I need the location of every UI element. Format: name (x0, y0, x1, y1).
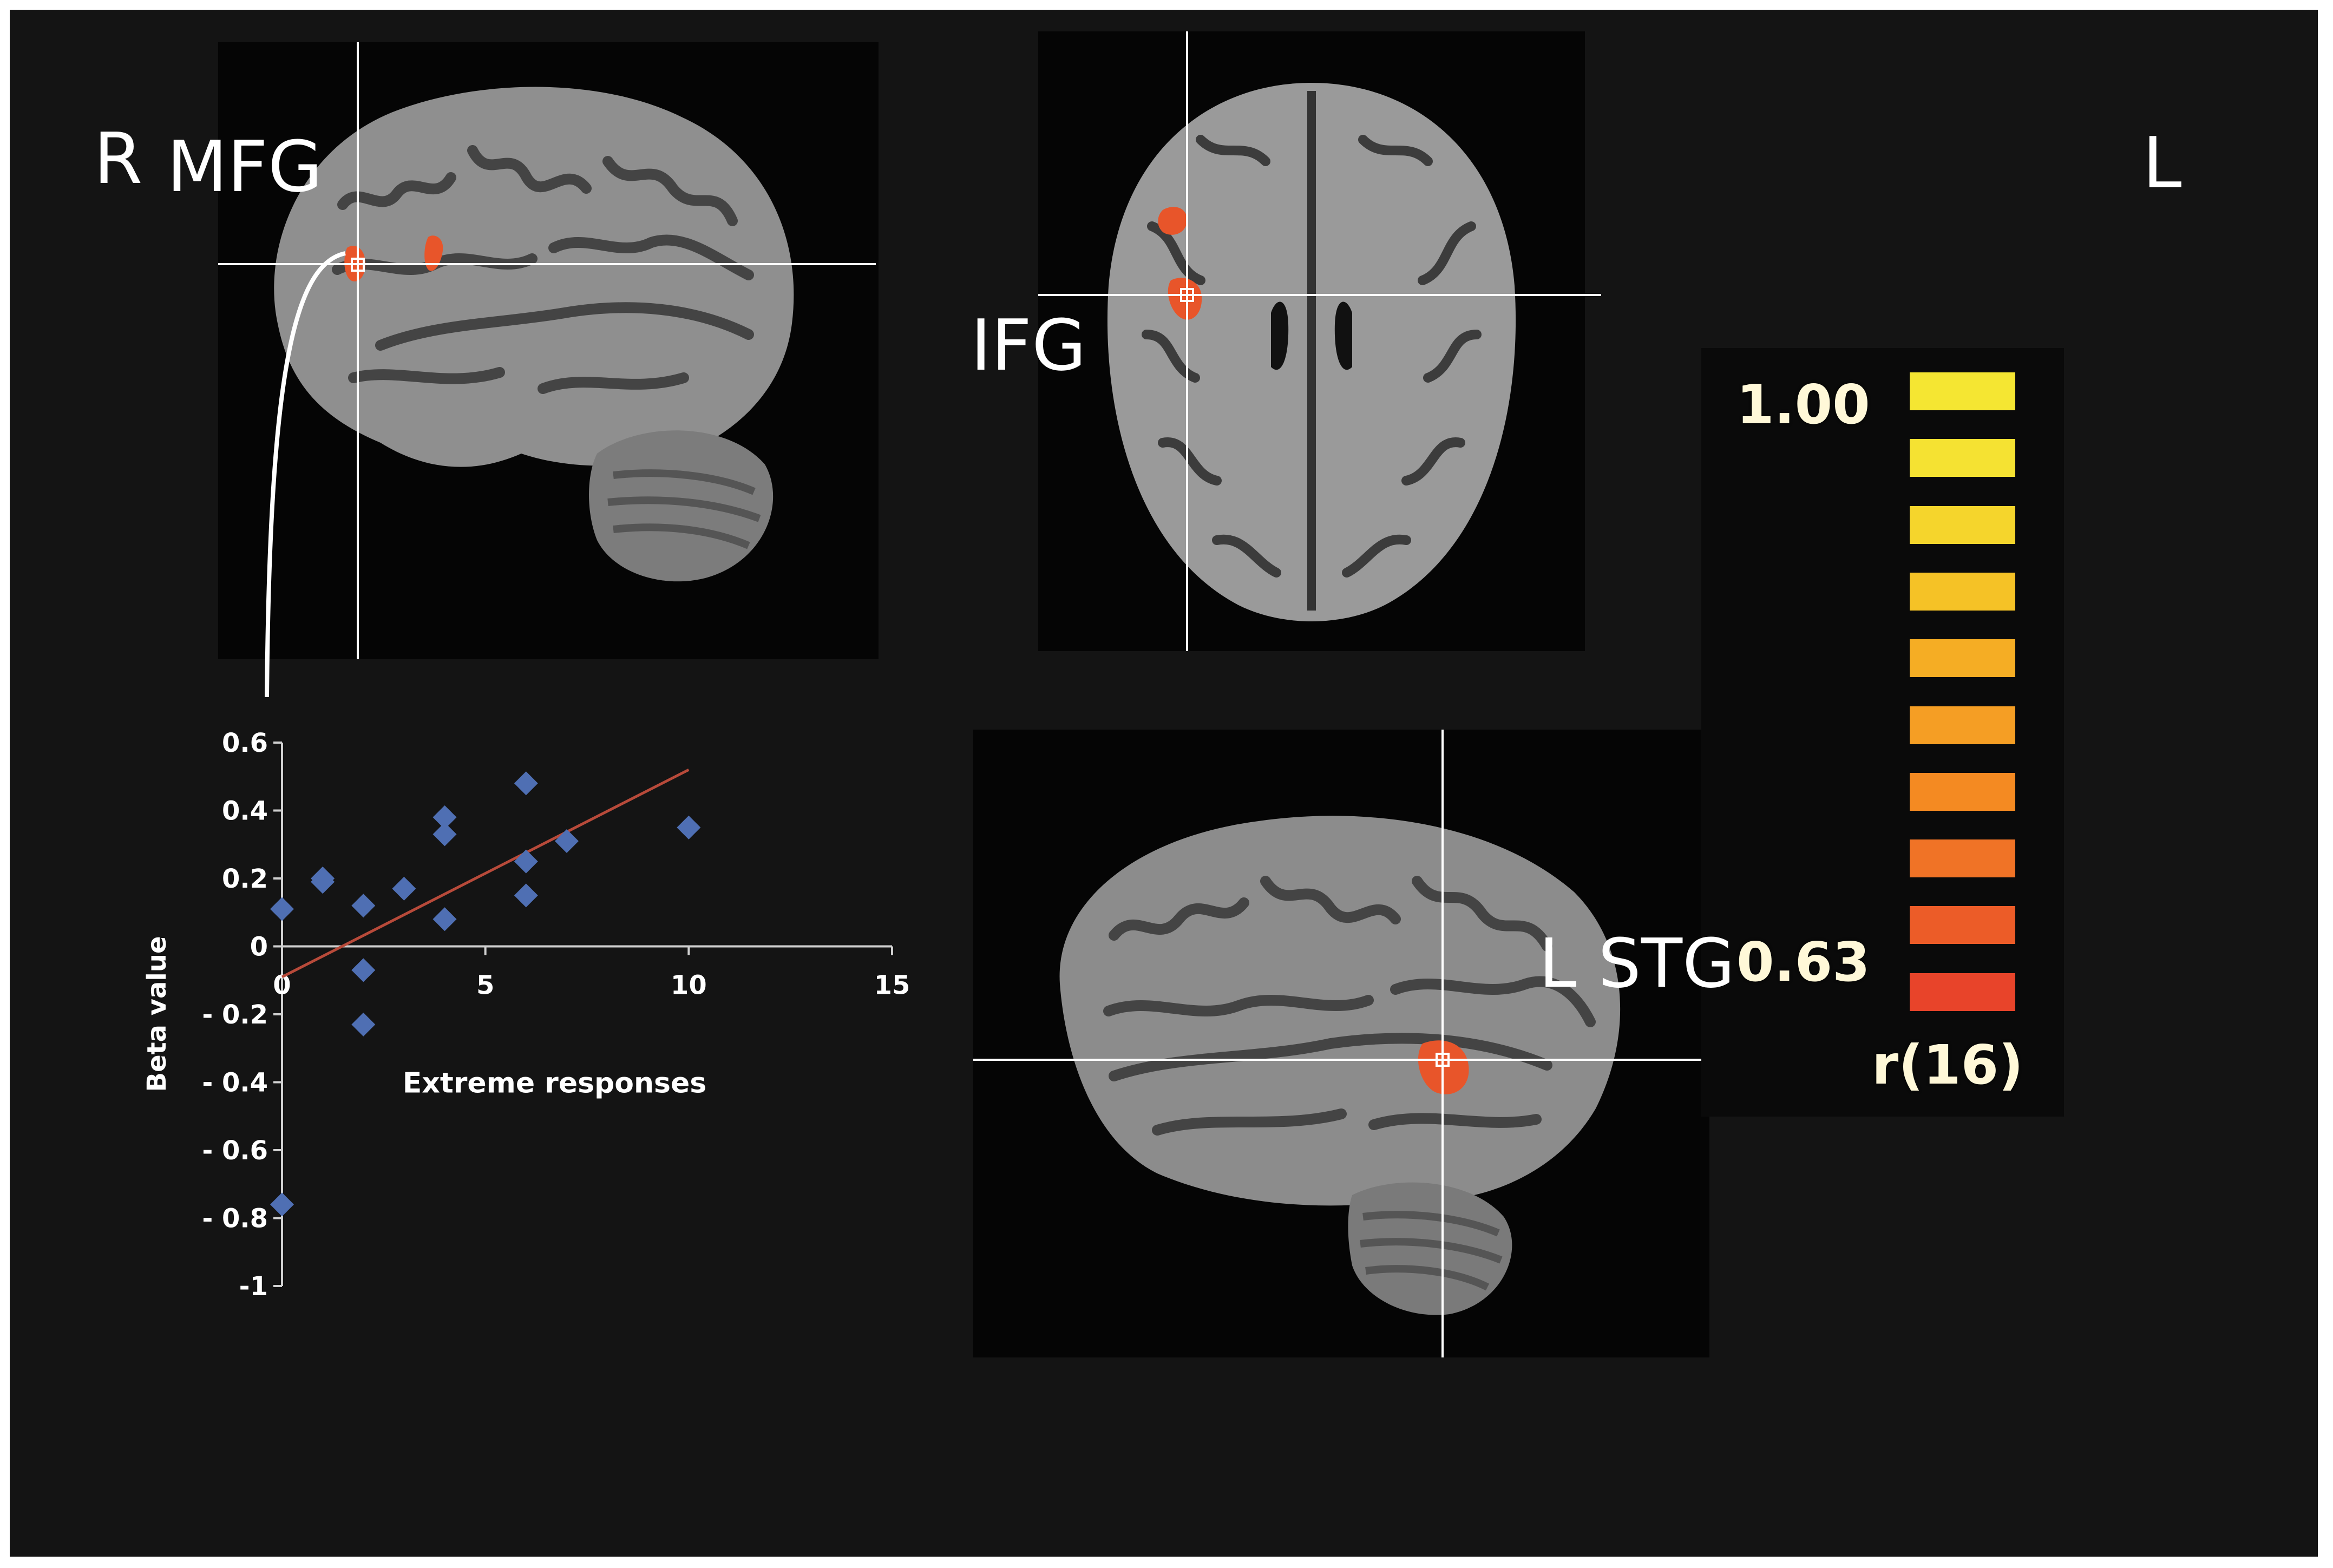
colorbar-swatch (1910, 439, 2015, 477)
data-point (514, 883, 538, 908)
y-axis-label: Beta value (142, 936, 172, 1092)
mfg-label: MFG (167, 126, 323, 208)
colorbar-swatch (1910, 639, 2015, 678)
colorbar-stat-label: r(16) (1872, 1033, 2023, 1097)
y-tick-label: 0.6 (222, 728, 268, 758)
sagittal-slice-right (218, 42, 879, 659)
lstg-label: L STG (1539, 924, 1735, 1003)
y-tick-label: - 0.4 (202, 1068, 268, 1098)
y-tick-label: - 0.6 (202, 1136, 268, 1166)
crosshair-marker (1436, 1053, 1450, 1067)
data-point (432, 907, 457, 931)
data-point (392, 876, 416, 901)
data-point (432, 805, 457, 830)
colorbar-min-label: 0.63 (1736, 930, 1870, 994)
scatter-chart: 0.60.40.20- 0.2- 0.4- 0.6- 0.8-10 5 10 15Ex… (142, 728, 910, 1302)
colorbar-max-label: 1.00 (1736, 373, 1870, 436)
colorbar-swatch (1910, 706, 2015, 744)
crosshair-marker (351, 258, 365, 272)
y-tick-label: -1 (239, 1271, 268, 1302)
data-point (351, 894, 376, 918)
colorbar-swatch (1910, 372, 2015, 410)
axial-brain-image (1038, 31, 1601, 651)
sagittal-brain-right-image (218, 42, 876, 659)
colorbar-swatch (1910, 973, 2015, 1011)
activation-blob (424, 235, 443, 271)
right-hemisphere-label: R (94, 117, 143, 200)
crosshair-marker (1180, 288, 1194, 302)
colorbar-panel (1701, 348, 2064, 1117)
data-point (677, 815, 701, 839)
y-tick-label: 0 (250, 932, 268, 962)
trendline (281, 768, 690, 979)
colorbar-swatch (1910, 506, 2015, 544)
x-axis-label: Extreme responses (403, 1067, 706, 1100)
sagittal-slice-left (973, 730, 1709, 1357)
colorbar-swatch (1910, 572, 2015, 611)
y-tick-label: - 0.2 (202, 1000, 268, 1030)
data-point (270, 1192, 294, 1217)
data-point (351, 958, 376, 982)
data-point (270, 897, 294, 921)
colorbar-swatch (1910, 772, 2015, 811)
ifg-label: IFG (971, 304, 1086, 386)
x-tick-label: 10 (671, 970, 707, 1001)
x-tick-label: 5 (476, 970, 494, 1001)
colorbar-swatch (1910, 906, 2015, 944)
data-point (351, 1012, 376, 1036)
colorbar-swatch (1910, 839, 2015, 878)
axial-slice (1038, 31, 1601, 651)
data-point (514, 849, 538, 874)
x-tick-label: 15 (874, 970, 910, 1001)
data-point (432, 822, 457, 847)
connector-curve (265, 251, 346, 698)
y-tick-label: - 0.8 (202, 1204, 268, 1234)
activation-blob (1158, 207, 1187, 235)
y-tick-label: 0.4 (222, 796, 268, 826)
figure-background: 1.00 0.63 r(16) R MFG IFG L L STG 0.6 0.4… (10, 10, 2318, 1557)
left-hemisphere-label: L (2142, 122, 2182, 204)
sagittal-brain-left-image (973, 730, 1709, 1357)
y-tick-label: 0.2 (222, 864, 268, 894)
data-point (554, 829, 579, 853)
data-point (311, 870, 335, 894)
data-point (514, 771, 538, 796)
connector-layer (265, 251, 346, 698)
